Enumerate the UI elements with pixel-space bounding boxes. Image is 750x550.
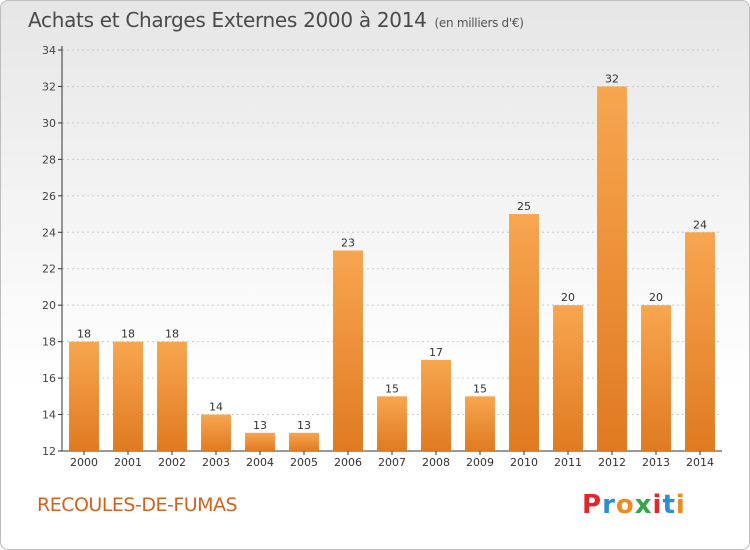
y-tick-label: 20 [42,299,56,312]
x-tick-label: 2000 [70,456,98,469]
bar-value-label: 18 [77,328,91,341]
logo-letter: i [652,490,663,520]
bar [641,305,671,451]
title-text: Achats et Charges Externes 2000 à 2014 [28,8,427,32]
y-tick-label: 14 [42,409,56,422]
bar-value-label: 17 [429,346,443,359]
y-tick-label: 12 [42,445,56,458]
x-tick-label: 2010 [510,456,538,469]
bar-value-label: 18 [121,328,135,341]
bar-value-label: 15 [385,382,399,395]
bar [597,86,627,452]
x-tick-label: 2014 [686,456,714,469]
x-tick-label: 2004 [246,456,274,469]
bar-value-label: 13 [253,419,267,432]
logo-letter: P [582,490,603,520]
bar-value-label: 13 [297,419,311,432]
logo-letter: x [634,490,653,520]
bar-value-label: 25 [517,200,531,213]
bar-value-label: 18 [165,328,179,341]
x-tick-label: 2011 [554,456,582,469]
bar-value-label: 24 [693,218,707,231]
chart-title: Achats et Charges Externes 2000 à 2014 (e… [28,8,524,32]
x-tick-label: 2013 [642,456,670,469]
y-tick-label: 34 [42,44,56,57]
bar-value-label: 14 [209,401,223,414]
bar [201,414,231,451]
x-tick-label: 2005 [290,456,318,469]
bar-value-label: 23 [341,237,355,250]
y-tick-label: 32 [42,80,56,93]
bar [377,396,407,451]
bar [421,359,451,451]
commune-name: RECOULES-DE-FUMAS [37,494,238,516]
bar [289,432,319,451]
x-tick-label: 2012 [598,456,626,469]
x-tick-label: 2001 [114,456,142,469]
chart-subtitle: (en milliers d'€) [434,16,524,30]
bar-value-label: 20 [561,291,575,304]
bar-value-label: 32 [605,72,619,85]
bar [69,341,99,451]
bar-value-label: 20 [649,291,663,304]
proxiti-logo[interactable]: Proxiti [582,490,686,520]
logo-letter: i [675,490,686,520]
y-tick-label: 22 [42,263,56,276]
bar [465,396,495,451]
bar [553,305,583,451]
y-tick-label: 30 [42,117,56,130]
logo-letter: t [662,490,676,520]
x-tick-label: 2007 [378,456,406,469]
bar [685,232,715,451]
logo-letter: r [602,490,616,520]
x-tick-label: 2002 [158,456,186,469]
y-tick-label: 18 [42,336,56,349]
y-tick-label: 26 [42,190,56,203]
x-tick-label: 2009 [466,456,494,469]
x-tick-label: 2006 [334,456,362,469]
y-tick-label: 28 [42,153,56,166]
bar [333,250,363,451]
bar-value-label: 15 [473,382,487,395]
bar [157,341,187,451]
y-tick-label: 16 [42,372,56,385]
x-tick-label: 2008 [422,456,450,469]
x-tick-label: 2003 [202,456,230,469]
bar [509,214,539,451]
y-tick-label: 24 [42,226,56,239]
logo-letter: o [615,490,635,520]
bar [245,432,275,451]
bar [113,341,143,451]
